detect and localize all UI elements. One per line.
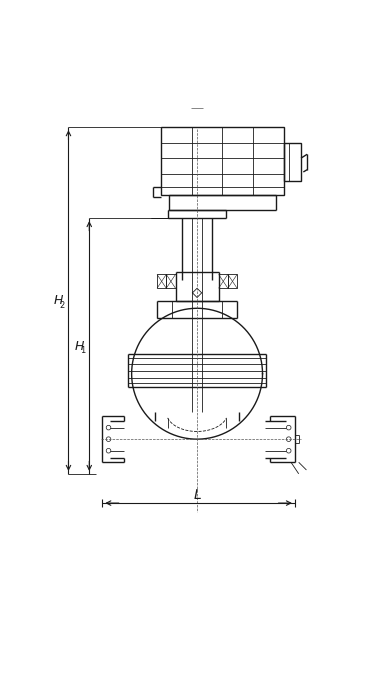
Text: H: H: [54, 294, 63, 307]
Bar: [157, 274, 166, 288]
Bar: [228, 274, 237, 288]
Bar: [161, 127, 284, 195]
Bar: [219, 274, 228, 288]
Bar: [284, 143, 301, 181]
Text: 1: 1: [81, 346, 86, 355]
Text: 2: 2: [60, 301, 65, 310]
Text: H: H: [75, 339, 84, 352]
Bar: [166, 274, 176, 288]
Text: L: L: [193, 488, 201, 502]
